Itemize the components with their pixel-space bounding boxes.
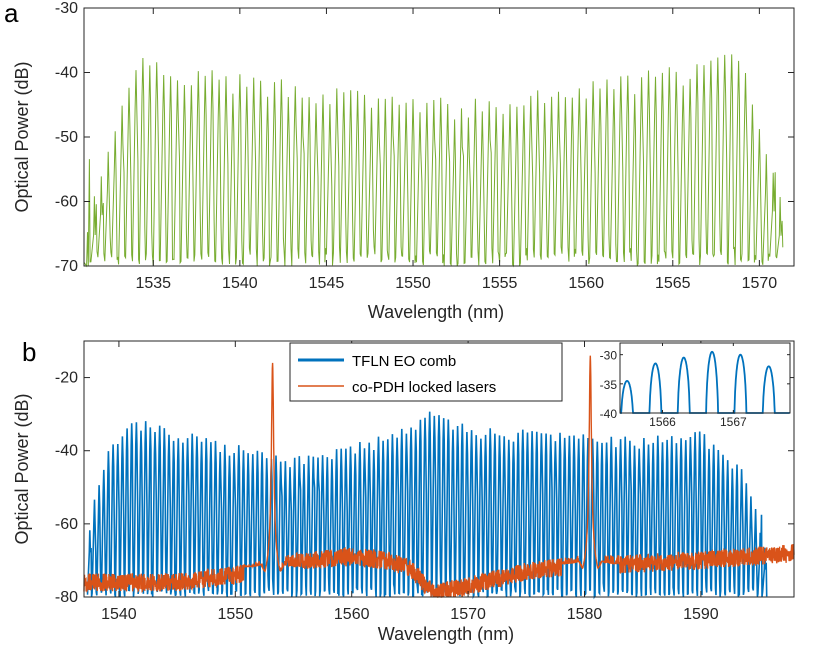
panel-a-x-tick-label: 1545 <box>309 275 345 292</box>
panel-b-x-tick-label: 1550 <box>218 606 254 623</box>
panel-b-y-tick-label: -20 <box>55 370 78 387</box>
panel-a-plot-area <box>83 54 784 268</box>
panel-b-y-axis-label: Optical Power (dB) <box>12 393 32 544</box>
panel-b-x-tick-label: 1590 <box>683 606 719 623</box>
panel-b-y-tick-label: -80 <box>55 589 78 606</box>
inset-background <box>620 343 790 413</box>
panel-b-x-tick-label: 1580 <box>567 606 603 623</box>
panel-a-x-ticks: 1535 1540 1545 1550 1555 1560 1565 1570 <box>135 8 777 292</box>
panel-a-x-tick-label: 1565 <box>655 275 691 292</box>
panel-a-x-tick-label: 1540 <box>222 275 258 292</box>
panel-a-x-axis-label: Wavelength (nm) <box>368 302 504 322</box>
panel-a-y-tick-label: -50 <box>55 129 78 146</box>
panel-b-plot-area <box>83 355 795 600</box>
panel-a-x-tick-label: 1570 <box>742 275 778 292</box>
panel-b-legend: TFLN EO comb co-PDH locked lasers <box>289 342 563 402</box>
panel-a-label: a <box>4 0 19 28</box>
panel-a-x-tick-label: 1550 <box>395 275 431 292</box>
inset-y-ticks: -40 -35 -30 <box>600 349 790 421</box>
inset-y-tick-label: -30 <box>600 349 618 363</box>
panel-b: b -80-60-40-20 1540 1550 1560 1570 1580 1590 … <box>12 337 795 644</box>
panel-b-label: b <box>22 337 36 367</box>
panel-b-inset: -40 -35 -30 1566 1567 <box>600 342 791 429</box>
panel-b-co-pdh-locked-lasers-trace <box>83 355 795 598</box>
panel-b-y-tick-label: -40 <box>55 443 78 460</box>
panel-a-y-tick-label: -70 <box>55 258 78 275</box>
panel-b-x-ticks: 1540 1550 1560 1570 1580 1590 <box>101 341 719 623</box>
panel-a: a -70-60-50-40-30 1535 1540 1545 1550 1555 15… <box>4 0 795 322</box>
inset-axes-box <box>619 342 791 414</box>
panel-b-x-tick-label: 1540 <box>101 606 137 623</box>
legend-label-tfln-eo-comb: TFLN EO comb <box>352 353 456 370</box>
panel-b-y-tick-label: -60 <box>55 516 78 533</box>
panel-a-y-tick-label: -40 <box>55 65 78 82</box>
panel-b-y-ticks: -80 -60 -40 -20 <box>55 370 794 606</box>
legend-box <box>289 342 563 402</box>
panel-a-y-ticks: -70 -60 -50 -40 -30 <box>55 0 794 275</box>
panel-a-y-tick-label: -30 <box>55 0 78 17</box>
panel-b-x-tick-label: 1570 <box>450 606 486 623</box>
panel-a-x-tick-label: 1555 <box>482 275 518 292</box>
panel-a-comb-trace <box>83 54 784 268</box>
panel-a-x-tick-label: 1535 <box>135 275 171 292</box>
legend-label-co-pdh-locked-lasers: co-PDH locked lasers <box>352 379 496 396</box>
panel-a-y-axis-label: Optical Power (dB) <box>12 61 32 212</box>
inset-y-tick-label: -40 <box>600 407 618 421</box>
inset-x-ticks: 1566 1567 <box>649 343 747 429</box>
inset-y-tick-label: -35 <box>600 378 618 392</box>
panel-b-x-tick-label: 1560 <box>334 606 370 623</box>
panel-b-axes-box <box>83 340 795 598</box>
inset-x-tick-label: 1566 <box>649 415 676 429</box>
panel-b-x-axis-label: Wavelength (nm) <box>378 624 514 644</box>
panel-a-y-tick-label: -60 <box>55 194 78 211</box>
panel-a-x-tick-label: 1560 <box>568 275 604 292</box>
inset-x-tick-label: 1567 <box>720 415 747 429</box>
